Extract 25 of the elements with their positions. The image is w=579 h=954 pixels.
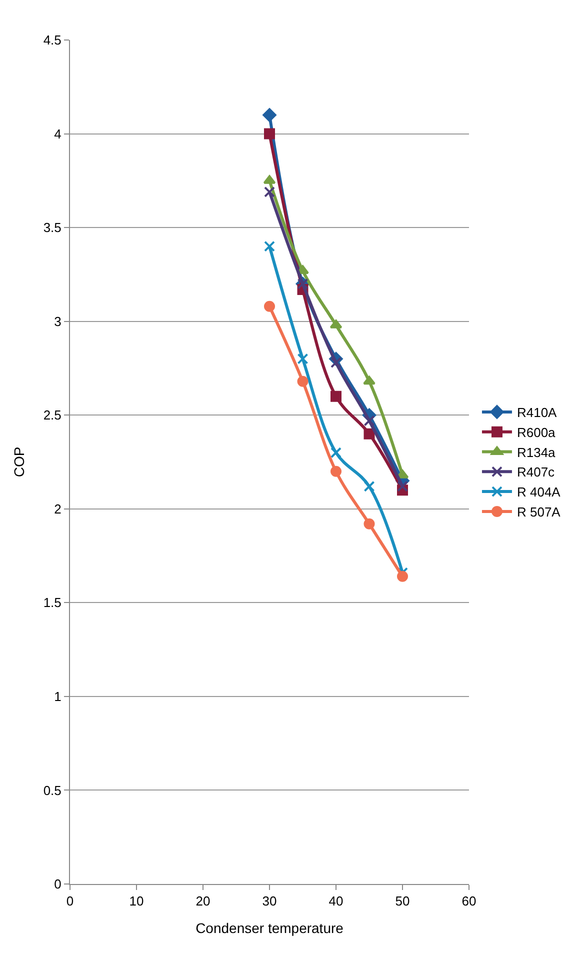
y-tick-label: 3: [54, 314, 62, 329]
x-tick-label: 50: [395, 894, 410, 909]
y-tick-label: 4: [54, 126, 62, 142]
y-tick-label: 0.5: [43, 782, 62, 798]
x-tick-label: 0: [66, 894, 74, 909]
legend-label: R134a: [516, 444, 556, 460]
x-axis-title: Condenser temperature: [196, 920, 344, 936]
y-tick-label: 1.5: [43, 595, 62, 610]
legend-label: R407c: [516, 464, 556, 480]
x-tick-label: 10: [129, 894, 144, 909]
y-axis-title: COP: [10, 446, 27, 478]
y-tick-label: 2.5: [43, 408, 62, 423]
y-tick-label: 3.5: [43, 220, 62, 236]
x-tick-label: 30: [262, 894, 277, 909]
legend-label: R 404A: [516, 484, 561, 500]
x-tick-label: 60: [462, 894, 476, 909]
y-tick-label: 4.5: [43, 32, 62, 48]
legend-label: R410A: [516, 405, 558, 420]
y-tick-label: 0: [54, 876, 62, 892]
y-tick-label: 2: [54, 501, 62, 516]
y-tick-label: 1: [54, 688, 62, 704]
legend-label: R600a: [516, 424, 556, 440]
x-tick-label: 40: [328, 894, 344, 909]
x-tick-label: 20: [196, 894, 210, 909]
legend-label: R 507A: [516, 504, 561, 520]
